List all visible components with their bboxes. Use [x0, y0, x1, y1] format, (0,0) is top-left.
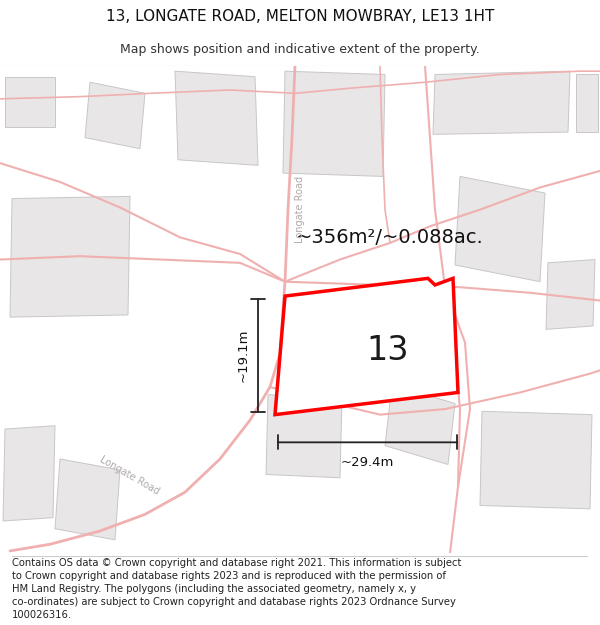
Text: Contains OS data © Crown copyright and database right 2021. This information is : Contains OS data © Crown copyright and d… — [12, 558, 461, 621]
Polygon shape — [546, 259, 595, 329]
Polygon shape — [275, 278, 458, 414]
Polygon shape — [5, 77, 55, 126]
Polygon shape — [455, 176, 545, 282]
Polygon shape — [266, 395, 342, 478]
Text: Longate Road: Longate Road — [295, 176, 305, 243]
Polygon shape — [283, 71, 385, 176]
Text: ~29.4m: ~29.4m — [341, 456, 394, 469]
Text: Map shows position and indicative extent of the property.: Map shows position and indicative extent… — [120, 42, 480, 56]
Polygon shape — [175, 71, 258, 166]
Polygon shape — [3, 426, 55, 521]
Text: ~19.1m: ~19.1m — [237, 329, 250, 382]
Polygon shape — [385, 385, 455, 464]
Polygon shape — [576, 74, 598, 132]
Polygon shape — [480, 411, 592, 509]
Text: 13: 13 — [367, 334, 409, 367]
Text: Longate Road: Longate Road — [98, 454, 161, 497]
Polygon shape — [85, 82, 145, 149]
Text: ~356m²/~0.088ac.: ~356m²/~0.088ac. — [296, 228, 484, 247]
Text: 13, LONGATE ROAD, MELTON MOWBRAY, LE13 1HT: 13, LONGATE ROAD, MELTON MOWBRAY, LE13 1… — [106, 9, 494, 24]
Polygon shape — [10, 196, 130, 317]
Polygon shape — [55, 459, 120, 540]
Polygon shape — [433, 71, 570, 134]
